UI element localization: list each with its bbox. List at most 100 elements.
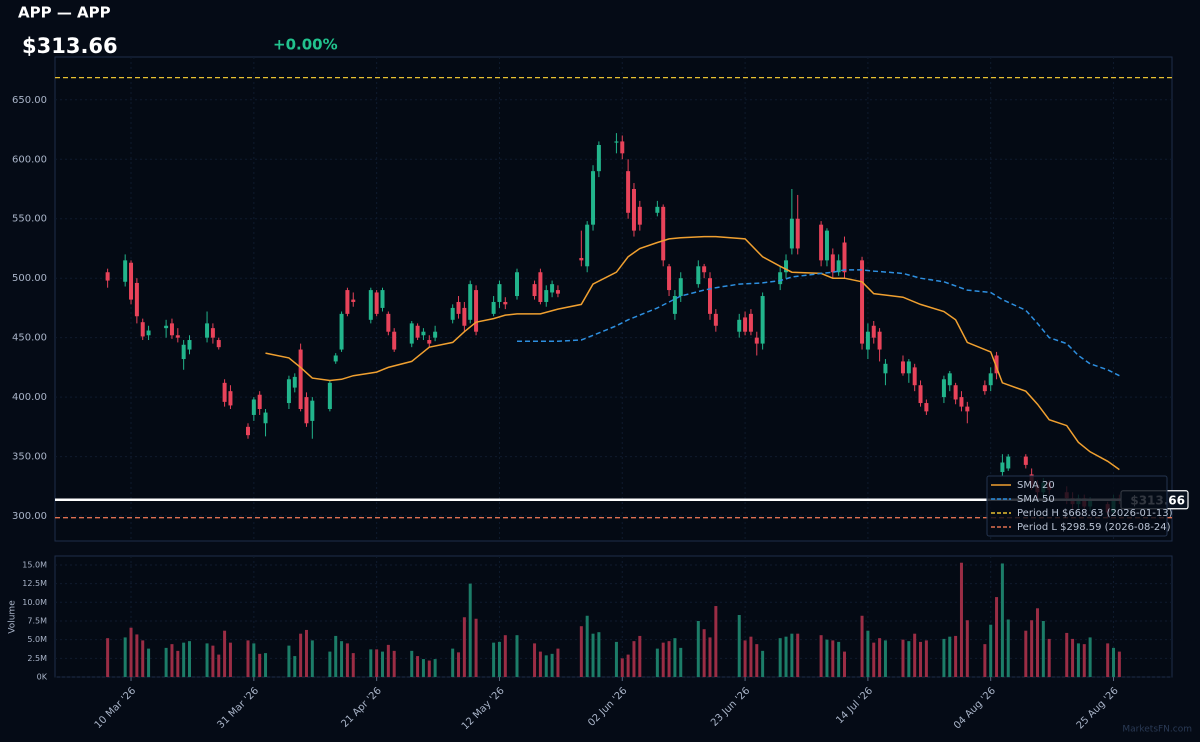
volume-bar xyxy=(737,615,741,677)
candle-body xyxy=(134,282,139,317)
legend-label: Period H $668.63 (2026-01-13) xyxy=(1017,508,1173,519)
volume-bar xyxy=(410,650,414,677)
candle-body xyxy=(947,373,952,386)
volume-bar xyxy=(1076,643,1080,677)
y-tick-label: 550.00 xyxy=(12,214,47,225)
candle-body xyxy=(123,260,128,282)
candle-body xyxy=(871,325,876,338)
volume-bar xyxy=(924,640,928,677)
volume-bar xyxy=(673,638,677,677)
volume-bar xyxy=(123,637,127,677)
candle-body xyxy=(433,331,438,338)
y2-tick-label: 2.5M xyxy=(27,654,47,663)
candle-body xyxy=(819,224,824,261)
y2-tick-label: 15.0M xyxy=(22,560,47,569)
volume-bar xyxy=(106,638,110,677)
candle-body xyxy=(374,292,379,314)
candle-body xyxy=(310,400,315,421)
volume-bar xyxy=(334,635,338,677)
candle-body xyxy=(222,382,227,402)
volume-bar xyxy=(755,644,759,677)
legend-label: SMA 20 xyxy=(1017,480,1055,491)
volume-bar xyxy=(392,650,396,677)
candle-body xyxy=(713,313,718,326)
candle-body xyxy=(468,284,473,320)
volume-bar xyxy=(328,651,332,677)
volume-bar xyxy=(1071,638,1075,677)
volume-bar xyxy=(462,617,466,677)
volume-bar xyxy=(182,642,186,677)
volume-bar xyxy=(831,640,835,677)
candle-body xyxy=(228,391,233,406)
volume-bar xyxy=(147,648,151,677)
candle-body xyxy=(257,394,262,409)
candle-body xyxy=(620,141,625,154)
volume-bar xyxy=(246,640,250,677)
volume-bar xyxy=(579,626,583,677)
title: APP — APP xyxy=(18,4,111,22)
volume-bar xyxy=(515,635,519,677)
candle-body xyxy=(778,272,783,285)
volume-bar xyxy=(304,629,308,677)
volume-bar xyxy=(1065,632,1069,677)
volume-bar xyxy=(872,642,876,677)
candle-body xyxy=(953,385,958,400)
candle-body xyxy=(626,171,631,213)
candle-body xyxy=(380,290,385,308)
volume-bar xyxy=(223,630,227,677)
candle-body xyxy=(105,272,110,281)
candle-body xyxy=(140,322,145,337)
y2-tick-label: 10.0M xyxy=(22,598,47,607)
candle-body xyxy=(205,323,210,338)
volume-bar xyxy=(497,641,501,677)
candle-body xyxy=(456,301,461,314)
candle-body xyxy=(637,206,642,225)
candle-body xyxy=(532,284,537,297)
candle-body xyxy=(210,328,215,338)
volume-bar xyxy=(679,647,683,677)
volume-bar xyxy=(954,635,958,677)
volume-bar xyxy=(345,643,349,677)
volume-bar xyxy=(1088,637,1092,677)
volume-bar xyxy=(427,660,431,677)
volume-bar xyxy=(474,618,478,677)
candle-body xyxy=(245,426,250,436)
volume-bar xyxy=(503,635,507,677)
y-tick-label: 450.00 xyxy=(12,333,47,344)
candle-body xyxy=(667,266,672,291)
volume-bar xyxy=(959,562,963,677)
candle-body xyxy=(661,206,666,261)
candle-body xyxy=(450,307,455,320)
volume-bar xyxy=(386,644,390,677)
candle-body xyxy=(1000,462,1005,473)
candle-body xyxy=(427,340,432,344)
candle-body xyxy=(187,340,192,350)
candle-body xyxy=(491,301,496,314)
candle-body xyxy=(596,145,601,172)
volume-bar xyxy=(708,637,712,677)
volume-bar xyxy=(983,644,987,677)
candle-body xyxy=(169,323,174,336)
volume-bar xyxy=(1030,620,1034,677)
volume-bar xyxy=(340,641,344,677)
volume-bar xyxy=(1112,647,1116,677)
y-tick-label: 350.00 xyxy=(12,452,47,463)
candle-body xyxy=(965,406,970,412)
volume-bar xyxy=(1082,644,1086,677)
volume-bar xyxy=(492,642,496,677)
candle-body xyxy=(409,323,414,344)
volume-bar xyxy=(837,641,841,677)
volume-bar xyxy=(761,650,765,677)
y-tick-label: 400.00 xyxy=(12,392,47,403)
volume-bar xyxy=(843,651,847,677)
sma-line xyxy=(517,269,1120,377)
candle-body xyxy=(351,299,356,302)
volume-bar xyxy=(901,639,905,677)
volume-bar xyxy=(550,653,554,677)
candle-body xyxy=(286,379,291,404)
volume-bar xyxy=(919,641,923,677)
x-tick-label: 02 Jun '26 xyxy=(586,685,629,728)
volume-bar xyxy=(188,641,192,677)
candle-body xyxy=(263,412,268,424)
